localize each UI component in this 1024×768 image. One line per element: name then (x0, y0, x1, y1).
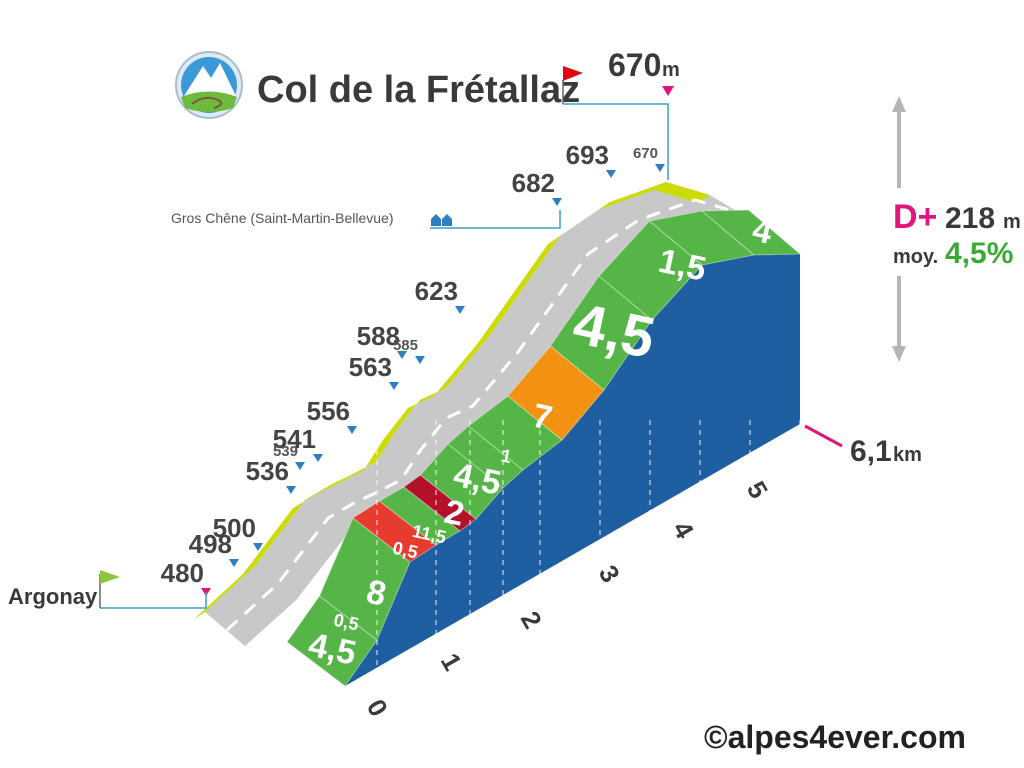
elevation-arrow-icon (892, 96, 906, 362)
summit-flag-icon (563, 66, 583, 81)
avg-value: 4,5% (945, 237, 1013, 270)
km-tick-label: 1 (435, 648, 468, 676)
waypoint-leader-line (430, 210, 561, 229)
altitude-marker-icon (295, 462, 305, 470)
houses-icon (431, 214, 452, 226)
credit-text: ©alpes4ever.com (704, 719, 966, 755)
summit-leader-line (563, 103, 669, 180)
mountain-logo-icon (175, 51, 243, 119)
distance-end-marker (804, 424, 843, 448)
summit-altitude: 670 (608, 47, 661, 83)
total-distance: 6,1 (850, 435, 892, 468)
altitude-label: 670 (633, 145, 658, 162)
km-tick-label: 3 (593, 560, 626, 588)
altitude-marker-icon (286, 486, 296, 494)
altitude-label: 536 (246, 456, 289, 486)
km-tick-label: 5 (741, 476, 774, 504)
km-tick-label: 0 (361, 694, 394, 722)
altitude-label: 623 (415, 276, 458, 306)
summit-altitude-unit: m (662, 59, 680, 81)
altitude-marker-icon (389, 382, 399, 390)
altitude-label: 585 (393, 337, 418, 354)
altitude-marker-icon (606, 170, 616, 178)
start-label: Argonay (8, 584, 98, 609)
altitude-label: 480 (161, 558, 204, 588)
altitude-label: 556 (307, 396, 350, 426)
total-distance-unit: km (893, 444, 922, 466)
road-centerline (225, 198, 741, 632)
km-tick-label: 2 (515, 606, 548, 634)
grade-segment (700, 209, 802, 256)
altitude-marker-icon (347, 426, 357, 434)
avg-label: moy. (893, 246, 938, 268)
altitude-label: 682 (512, 168, 555, 198)
altitude-marker-icon (655, 164, 665, 172)
gain-value: 218 (945, 202, 995, 235)
altitude-marker-icon (253, 543, 263, 551)
start-flag-icon (100, 570, 120, 584)
altitude-marker-icon (397, 351, 407, 359)
altitude-marker-icon (313, 454, 323, 462)
altitude-label: 539 (273, 443, 298, 460)
start-leader-line (100, 592, 207, 609)
altitude-label: 563 (349, 352, 392, 382)
waypoint-label: Gros Chêne (Saint-Martin-Bellevue) (171, 210, 394, 226)
altitude-label: 693 (566, 140, 609, 170)
altitude-marker-icon (229, 559, 239, 567)
km-tick-label: 4 (667, 516, 700, 544)
altitude-marker-icon (415, 356, 425, 364)
gain-label: D+ (893, 198, 937, 236)
altitude-label: 500 (213, 513, 256, 543)
summit-marker-icon (662, 86, 674, 96)
altitude-marker-icon (552, 198, 562, 206)
altitude-label: 541 (273, 424, 316, 454)
profile-side-face (345, 254, 800, 686)
altitude-label: 498 (189, 529, 232, 559)
altitude-marker-icon (455, 306, 465, 314)
gain-unit: m (1003, 211, 1021, 233)
altitude-label: 588 (357, 321, 400, 351)
climb-title: Col de la Frétallaz (257, 69, 580, 111)
